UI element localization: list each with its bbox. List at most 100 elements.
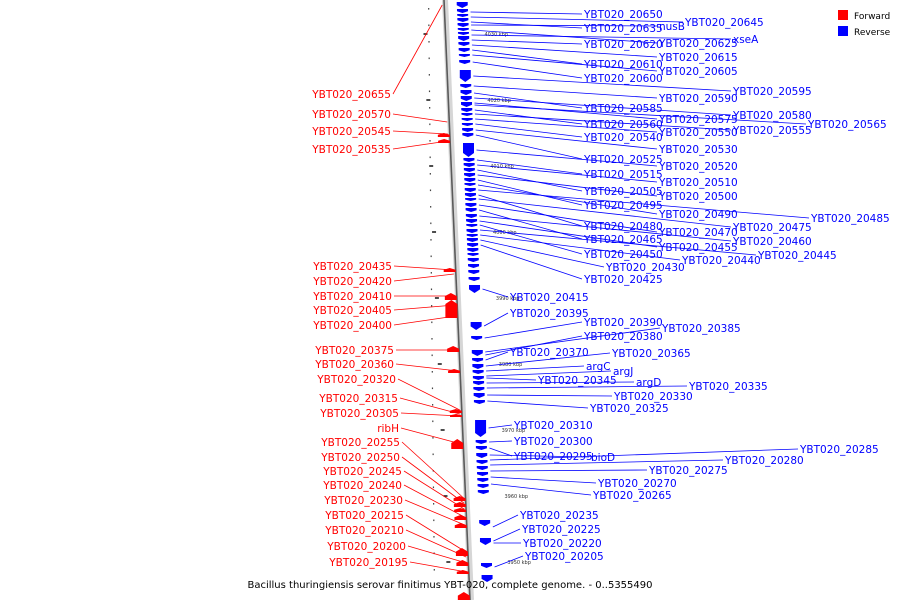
leader-line <box>473 75 732 92</box>
reverse-gene-arrow <box>460 96 472 101</box>
gene-label-text: YBT020_20455 <box>658 242 738 254</box>
minor-tick <box>432 453 434 456</box>
leader-line <box>484 321 583 339</box>
leader-line <box>409 561 467 573</box>
gene-label-ybt020-20205: YBT020_20205 <box>494 551 604 568</box>
gene-label-ybt020-20520: YBT020_20520 <box>476 149 738 173</box>
leader-line <box>405 529 467 558</box>
leader-line <box>400 427 462 445</box>
gene-label-text: YBT020_20430 <box>605 262 685 274</box>
gene-label-text: YBT020_20470 <box>658 227 738 239</box>
gene-label-text: YBT020_20205 <box>524 551 604 563</box>
gene-label-ybt020-20420: YBT020_20420 <box>312 273 454 288</box>
leader-line <box>401 441 464 499</box>
reverse-gene-arrow <box>464 193 476 197</box>
reverse-gene-arrow <box>468 264 480 268</box>
leader-line <box>472 61 583 79</box>
gene-label-text: YBT020_20405 <box>312 305 392 317</box>
leader-line <box>471 44 658 58</box>
scale-tick-label: 3990 kbp <box>496 296 520 302</box>
gene-label-text: YBT020_20495 <box>583 200 663 212</box>
leader-line <box>473 92 583 109</box>
minor-tick <box>430 222 432 225</box>
gene-label-text: bioD <box>591 452 615 464</box>
reverse-gene-arrow <box>476 460 488 464</box>
gene-label-ybt020-20210: YBT020_20210 <box>324 525 467 558</box>
minor-tick <box>428 41 430 43</box>
reverse-gene-arrow <box>473 387 485 391</box>
gene-label-ybt020-20460: YBT020_20460 <box>479 215 812 248</box>
reverse-gene-arrow <box>461 108 473 112</box>
forward-gene-arrow <box>445 300 458 318</box>
gene-label-ybt020-20545: YBT020_20545 <box>311 126 448 138</box>
gene-label-text: YBT020_20240 <box>322 480 402 492</box>
gene-label-text: YBT020_20410 <box>312 291 392 303</box>
minor-tick <box>432 420 434 423</box>
gene-label-text: YBT020_20450 <box>583 249 663 261</box>
chromosome-axis <box>428 0 474 600</box>
gene-label-text: YBT020_20230 <box>323 495 403 507</box>
scale-tick-label: 3970 kbp <box>502 428 526 434</box>
leader-line <box>486 370 612 377</box>
reverse-gene-arrow <box>473 381 485 385</box>
gene-label-ybt020-20305: YBT020_20305 <box>319 408 461 420</box>
scale-tick-label: 3980 kbp <box>499 362 523 368</box>
leader-line <box>486 365 585 372</box>
reverse-gene-arrow <box>458 48 470 52</box>
reverse-gene-arrow <box>457 32 469 35</box>
legend-swatch-reverse <box>838 26 848 36</box>
gene-label-text: argD <box>636 377 661 389</box>
reverse-gene-arrow <box>467 258 479 262</box>
leader-line <box>399 397 461 415</box>
reverse-gene-arrow <box>458 42 470 46</box>
gene-label-ybt020-20620: YBT020_20620 <box>471 39 663 51</box>
gene-label-ybt020-20465: YBT020_20465 <box>478 209 663 246</box>
gene-label-ybt020-20345: YBT020_20345 <box>486 375 617 387</box>
gene-label-argj: argJ <box>486 366 633 378</box>
gene-label-text: YBT020_20400 <box>312 320 392 332</box>
reverse-gene-arrow <box>461 118 473 121</box>
leader-line <box>475 118 658 133</box>
gene-label-text: YBT020_20475 <box>732 222 812 234</box>
gene-label-text: YBT020_20460 <box>732 236 812 248</box>
leader-line <box>404 499 465 526</box>
reverse-gene-arrow <box>481 575 493 582</box>
gene-label-ybt020-20250: YBT020_20250 <box>320 452 465 504</box>
gene-label-ybt020-20610: YBT020_20610 <box>472 49 663 71</box>
reverse-gene-arrow <box>466 229 478 233</box>
gene-label-text: YBT020_20295 <box>513 451 593 463</box>
gene-label-text: argC <box>586 361 611 373</box>
reverse-gene-arrow <box>457 18 469 22</box>
minor-tick <box>430 272 432 274</box>
leader-line <box>392 130 448 135</box>
gene-label-ybt020-20280: YBT020_20280 <box>490 455 804 467</box>
gene-label-ybt020-20645: YBT020_20645 <box>470 16 764 29</box>
gene-label-ybt020-20580: YBT020_20580 <box>474 97 812 122</box>
gene-label-ybt020-20440: YBT020_20440 <box>480 234 761 267</box>
gene-label-ybt020-20435: YBT020_20435 <box>312 261 454 273</box>
gene-label-ybt020-20330: YBT020_20330 <box>487 391 693 403</box>
scale-tick-label: 3950 kbp <box>507 560 531 566</box>
gene-label-text: YBT020_20325 <box>589 403 669 415</box>
gene-label-text: YBT020_20245 <box>322 466 402 478</box>
gene-label-text: YBT020_20655 <box>311 89 391 101</box>
leader-line <box>400 412 461 417</box>
gene-label-ybt020-20200: YBT020_20200 <box>326 541 467 564</box>
gene-label-text: YBT020_20590 <box>658 93 738 105</box>
leader-line <box>479 224 583 255</box>
reverse-gene-arrow <box>464 183 476 186</box>
minor-tick <box>429 123 431 126</box>
leader-line <box>393 273 454 282</box>
gene-label-ybt020-20335: YBT020_20335 <box>486 381 768 393</box>
leader-line <box>490 469 648 472</box>
gene-label-text: YBT020_20600 <box>583 73 663 85</box>
leader-line <box>475 134 583 160</box>
leader-line <box>487 400 589 409</box>
leader-line <box>479 215 732 242</box>
gene-label-ybt020-20475: YBT020_20475 <box>478 198 812 234</box>
reverse-gene-arrow <box>467 248 479 252</box>
forward-gene-arrow <box>444 293 457 300</box>
leader-line <box>397 378 460 411</box>
